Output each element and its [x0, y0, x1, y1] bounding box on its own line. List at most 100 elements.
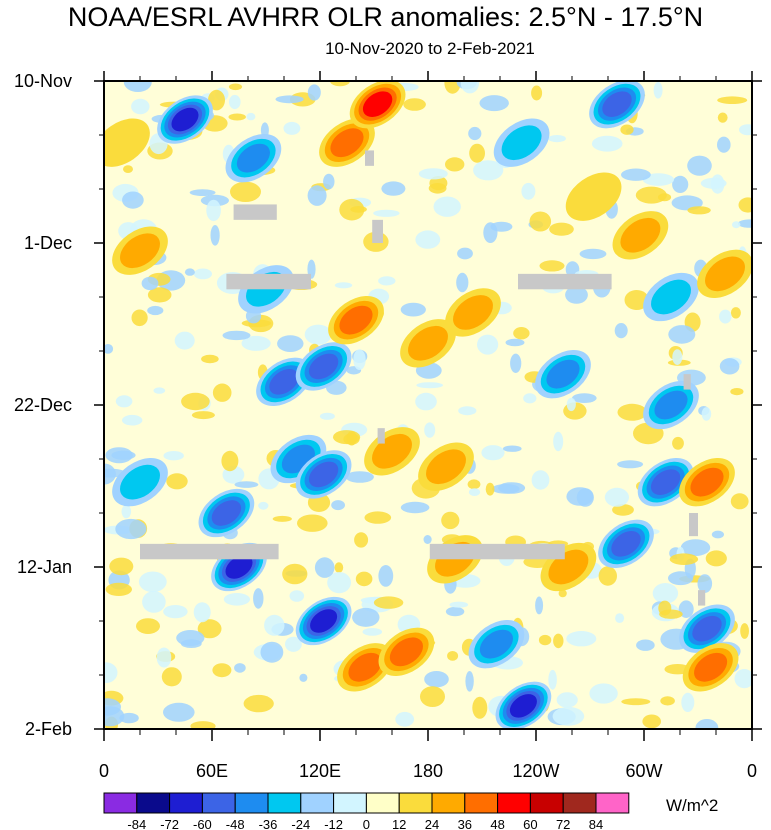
- x-tick-label: 120W: [512, 761, 559, 781]
- anomaly-contour: [330, 128, 364, 158]
- texture-blob: [498, 482, 526, 494]
- texture-blob: [230, 181, 261, 202]
- y-tick-label: 10-Nov: [14, 71, 72, 91]
- texture-blob: [277, 335, 304, 352]
- texture-blob: [467, 479, 481, 490]
- texture-blob: [327, 572, 351, 594]
- anomaly-contour: [620, 217, 661, 253]
- heatmap-texture: [104, 81, 752, 729]
- texture-blob: [115, 395, 133, 408]
- colorbar-swatch: [431, 792, 466, 814]
- texture-blob: [109, 557, 134, 576]
- texture-blob: [381, 181, 406, 196]
- texture-blob: [323, 173, 335, 190]
- x-tick-label: 0: [747, 761, 757, 781]
- texture-blob: [229, 94, 241, 110]
- texture-blob: [549, 222, 574, 236]
- texture-blob: [373, 596, 404, 609]
- texture-blob: [730, 493, 749, 510]
- texture-blob: [191, 411, 215, 420]
- heatmap-features: [104, 81, 752, 729]
- texture-blob: [444, 81, 461, 94]
- texture-blob: [420, 686, 445, 707]
- texture-blob: [210, 225, 220, 246]
- texture-blob: [131, 98, 150, 115]
- texture-blob: [299, 673, 308, 682]
- texture-blob: [121, 504, 132, 519]
- texture-blob: [424, 671, 449, 688]
- colorbar-label: 36: [458, 817, 472, 830]
- anomaly-contour: [120, 464, 160, 500]
- anomaly-contour: [104, 118, 150, 167]
- texture-blob: [558, 589, 567, 598]
- texture-blob: [447, 651, 459, 661]
- texture-blob: [142, 591, 166, 613]
- texture-blob: [617, 460, 644, 469]
- texture-blob: [418, 168, 448, 180]
- anomaly-feature: [643, 380, 699, 430]
- texture-blob: [620, 124, 634, 135]
- texture-blob: [617, 403, 647, 421]
- anomaly-feature: [112, 226, 168, 275]
- anomaly-feature: [679, 457, 735, 507]
- texture-blob: [352, 607, 380, 627]
- anomaly-feature: [598, 519, 654, 569]
- anomaly-feature: [495, 681, 552, 729]
- texture-blob: [355, 571, 373, 587]
- texture-blob: [553, 431, 564, 452]
- missing-data-layer: [140, 150, 706, 606]
- texture-blob: [400, 501, 430, 514]
- colorbar-swatch: [234, 792, 269, 814]
- colorbar-label: -48: [226, 817, 245, 830]
- missing-data-box: [226, 273, 311, 290]
- anomaly-feature: [295, 596, 352, 646]
- anomaly-contour: [339, 305, 373, 335]
- texture-blob: [429, 176, 448, 191]
- colorbar-label: -84: [127, 817, 146, 830]
- texture-blob: [115, 518, 147, 540]
- texture-blob: [104, 344, 114, 354]
- texture-blob: [378, 565, 394, 587]
- anomaly-contour: [565, 172, 622, 221]
- anomaly-feature: [445, 288, 501, 337]
- texture-blob: [456, 272, 469, 293]
- texture-blob: [566, 397, 576, 412]
- anomaly-feature: [295, 342, 352, 391]
- texture-blob: [416, 382, 444, 389]
- texture-blob: [441, 511, 460, 530]
- anomaly-feature: [679, 604, 735, 653]
- texture-blob: [136, 618, 160, 634]
- anomaly-contour: [408, 325, 448, 361]
- texture-blob: [556, 692, 578, 708]
- anomaly-feature: [589, 81, 645, 129]
- texture-blob: [552, 706, 585, 726]
- colorbar-label: 12: [392, 817, 406, 830]
- texture-blob: [212, 663, 232, 678]
- anomaly-contour: [236, 143, 270, 173]
- anomaly-contour: [120, 233, 160, 269]
- texture-blob: [652, 583, 679, 604]
- anomaly-feature: [643, 272, 699, 322]
- texture-blob: [672, 175, 689, 193]
- texture-blob: [339, 198, 365, 221]
- anomaly-contour: [654, 390, 688, 420]
- texture-blob: [701, 407, 712, 421]
- texture-blob: [222, 330, 251, 341]
- texture-blob: [468, 126, 482, 141]
- texture-blob: [123, 165, 133, 174]
- texture-blob: [354, 532, 369, 548]
- texture-blob: [445, 606, 465, 617]
- texture-blob: [460, 81, 480, 94]
- anomaly-feature: [225, 133, 282, 183]
- texture-blob: [485, 482, 495, 496]
- anomaly-feature: [400, 319, 456, 368]
- texture-blob: [624, 290, 649, 310]
- colorbar-swatch: [398, 792, 433, 814]
- colorbar-label: 84: [589, 817, 603, 830]
- texture-blob: [669, 553, 699, 565]
- texture-blob: [566, 487, 594, 506]
- missing-data-box: [429, 543, 565, 560]
- colorbar-swatch: [464, 792, 499, 814]
- anomaly-contour: [348, 652, 382, 682]
- texture-blob: [513, 327, 530, 340]
